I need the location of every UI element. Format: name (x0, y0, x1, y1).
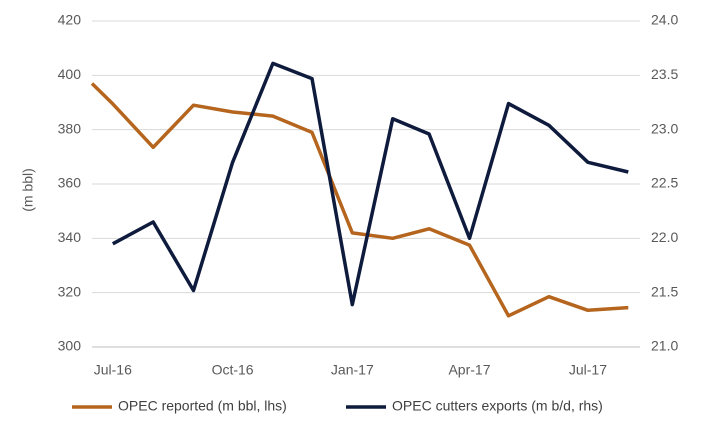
left-tick-label: 320 (58, 283, 82, 299)
right-tick-label: 23.5 (651, 66, 678, 82)
right-axis-ticks: 21.0 21.5 22.0 22.5 23.0 23.5 24.0 (651, 12, 678, 354)
legend-label: OPEC reported (m bbl, lhs) (118, 398, 287, 414)
right-tick-label: 24.0 (651, 12, 678, 28)
left-tick-label: 420 (58, 12, 82, 28)
x-tick-label: Apr-17 (448, 362, 490, 378)
left-tick-label: 360 (58, 175, 82, 191)
right-tick-label: 23.0 (651, 120, 678, 136)
right-tick-label: 21.5 (651, 283, 678, 299)
left-axis-ticks: 300 320 340 360 380 400 420 (58, 12, 82, 354)
right-tick-label: 22.5 (651, 175, 678, 191)
left-tick-label: 300 (58, 338, 82, 354)
legend-label: OPEC cutters exports (m b/d, rhs) (392, 398, 603, 414)
left-tick-label: 400 (58, 66, 82, 82)
left-tick-label: 340 (58, 229, 82, 245)
x-tick-label: Jul-16 (94, 362, 132, 378)
gridlines (92, 20, 640, 294)
x-tick-label: Jul-17 (569, 362, 607, 378)
x-tick-label: Jan-17 (331, 362, 374, 378)
series-line-opec-cutters-exports (111, 61, 629, 307)
right-tick-label: 21.0 (651, 338, 678, 354)
left-tick-label: 380 (58, 120, 82, 136)
y-axis-title: (m bbl) (20, 168, 36, 212)
legend: OPEC reported (m bbl, lhs) OPEC cutters e… (72, 398, 603, 414)
x-tick-label: Oct-16 (212, 362, 254, 378)
series-line-opec-reported (90, 82, 629, 318)
series-layer (90, 61, 629, 318)
x-axis-ticks: Jul-16 Oct-16 Jan-17 Apr-17 Jul-17 (94, 362, 607, 378)
right-tick-label: 22.0 (651, 229, 678, 245)
